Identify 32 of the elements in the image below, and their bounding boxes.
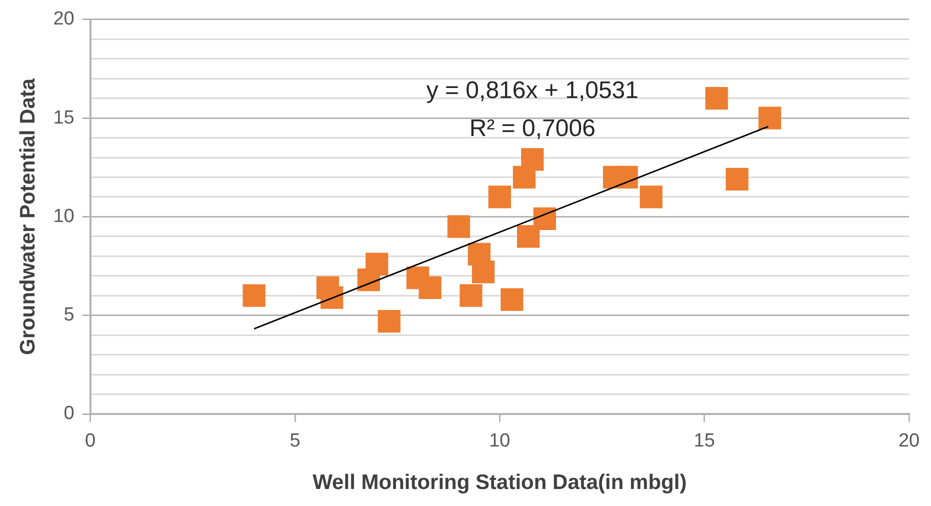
- y-tick-label: 20: [53, 8, 74, 30]
- point: [472, 260, 495, 284]
- point: [615, 166, 638, 189]
- point: [726, 168, 748, 191]
- point: [242, 284, 266, 307]
- x-axis-title: Well Monitoring Station Data(in mbgl): [312, 471, 687, 494]
- x-tick-label: 20: [898, 430, 920, 452]
- x-tick-label: 10: [489, 430, 510, 452]
- x-tick-label: 0: [85, 430, 96, 452]
- point: [521, 148, 544, 171]
- point: [533, 207, 556, 230]
- annotation: y = 0,816x + 1,0531: [426, 77, 638, 104]
- x-tick-label: 5: [290, 430, 300, 452]
- point: [378, 310, 400, 333]
- point: [500, 288, 524, 311]
- point: [705, 87, 728, 110]
- point: [320, 286, 344, 309]
- point: [418, 276, 442, 300]
- y-tick-label: 15: [53, 107, 74, 128]
- y-tick-label: 0: [64, 403, 74, 424]
- x-tick-label: 15: [694, 430, 715, 452]
- point: [488, 186, 511, 208]
- point: [447, 215, 470, 238]
- point: [517, 225, 540, 248]
- y-tick-label: 10: [53, 206, 74, 227]
- annotation: R² = 0,7006: [469, 115, 596, 142]
- y-tick-label: 5: [64, 304, 74, 326]
- point: [366, 252, 388, 276]
- point: [460, 284, 482, 307]
- y-axis-title: Groundwater Potential Data: [16, 78, 40, 355]
- point: [758, 106, 782, 130]
- point: [640, 186, 662, 208]
